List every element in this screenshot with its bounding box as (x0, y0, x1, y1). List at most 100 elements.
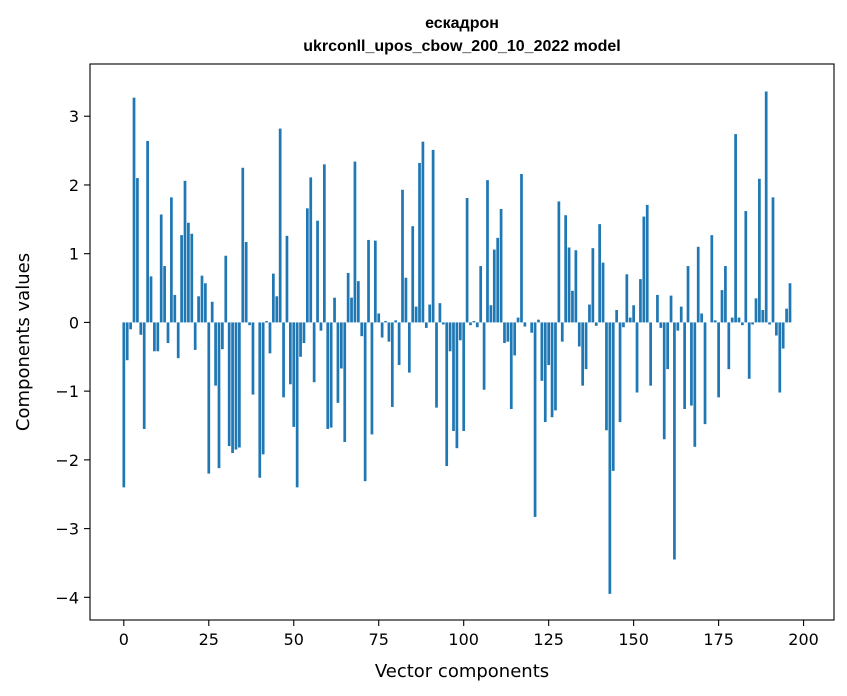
bar (153, 322, 156, 352)
bar (625, 274, 629, 323)
bar (268, 322, 272, 354)
bar (605, 322, 608, 431)
bar (282, 322, 285, 398)
bar (339, 322, 343, 369)
x-tick-label: 175 (703, 630, 734, 649)
x-tick-label: 150 (618, 630, 649, 649)
bar (132, 97, 136, 323)
bar (170, 197, 173, 323)
bar (292, 322, 296, 427)
bar (496, 237, 500, 323)
bar (516, 317, 520, 323)
bar (275, 296, 279, 323)
bar (683, 322, 686, 410)
y-tick-label: 3 (69, 107, 79, 126)
bar (601, 262, 605, 323)
bar (581, 322, 585, 386)
bar (336, 322, 340, 403)
bar (285, 235, 289, 323)
bar (611, 322, 615, 471)
bar (244, 242, 248, 323)
chart-subtitle: ukrconll_upos_cbow_200_10_2022 model (303, 38, 620, 55)
bar (713, 320, 717, 323)
bar (615, 310, 619, 323)
bar (210, 301, 214, 323)
bar (775, 322, 778, 336)
bar (560, 322, 564, 342)
bar (588, 304, 591, 323)
bar (751, 322, 754, 325)
bar (204, 283, 207, 323)
bar (489, 305, 493, 323)
y-axis-label: Components values (13, 253, 34, 431)
bar (159, 214, 163, 323)
bar (479, 266, 483, 323)
bar (472, 321, 476, 323)
bar (187, 222, 190, 323)
y-tick-label: 0 (69, 313, 79, 332)
bar (217, 322, 221, 469)
y-tick-label: −3 (55, 520, 79, 539)
bar (564, 215, 568, 323)
bar (690, 322, 693, 406)
bar (673, 322, 676, 560)
bar (166, 322, 170, 344)
bar (411, 226, 415, 323)
bar (367, 239, 370, 323)
bar (278, 128, 282, 323)
y-tick-label: 1 (69, 245, 79, 264)
bar (669, 295, 673, 323)
bar (554, 322, 557, 411)
bar (360, 322, 364, 337)
bar (693, 322, 697, 447)
bar (350, 297, 353, 323)
bar (547, 322, 551, 366)
bar (299, 322, 302, 357)
x-tick-label: 0 (119, 630, 129, 649)
bar (537, 319, 540, 323)
bar (628, 317, 632, 323)
bar (666, 322, 669, 370)
bar (197, 296, 200, 323)
bar (717, 322, 720, 398)
bar (428, 304, 432, 323)
bar (200, 275, 204, 323)
bar (149, 276, 153, 323)
bar (214, 322, 217, 386)
bar (540, 322, 544, 381)
bar (788, 283, 792, 323)
bar (258, 322, 262, 478)
bar (343, 322, 347, 442)
bar (727, 322, 731, 370)
bar (397, 322, 401, 366)
bar (703, 322, 707, 425)
x-tick-label: 200 (788, 630, 819, 649)
bar (251, 322, 255, 395)
bar (469, 322, 472, 326)
bar (649, 322, 652, 386)
bar (710, 235, 714, 323)
bar (567, 247, 571, 323)
bar (390, 322, 394, 407)
bar (737, 317, 741, 323)
bar (520, 173, 523, 323)
bar (492, 249, 496, 323)
bar (768, 322, 771, 325)
bar (645, 204, 649, 323)
bar (744, 211, 748, 323)
bar (659, 322, 663, 328)
bar (289, 322, 292, 385)
bar (156, 322, 160, 352)
x-axis-label: Vector components (375, 661, 549, 682)
bar (363, 322, 367, 482)
bar (771, 197, 775, 323)
bar (302, 322, 306, 344)
bar (458, 322, 462, 341)
x-axis-ticks: 0 25 50 75 100 125 150 175 200 (119, 620, 819, 649)
bar (394, 320, 398, 323)
bar (384, 321, 387, 323)
bar (261, 322, 265, 455)
bar (781, 322, 785, 349)
bar (571, 290, 574, 323)
bar (700, 313, 703, 323)
